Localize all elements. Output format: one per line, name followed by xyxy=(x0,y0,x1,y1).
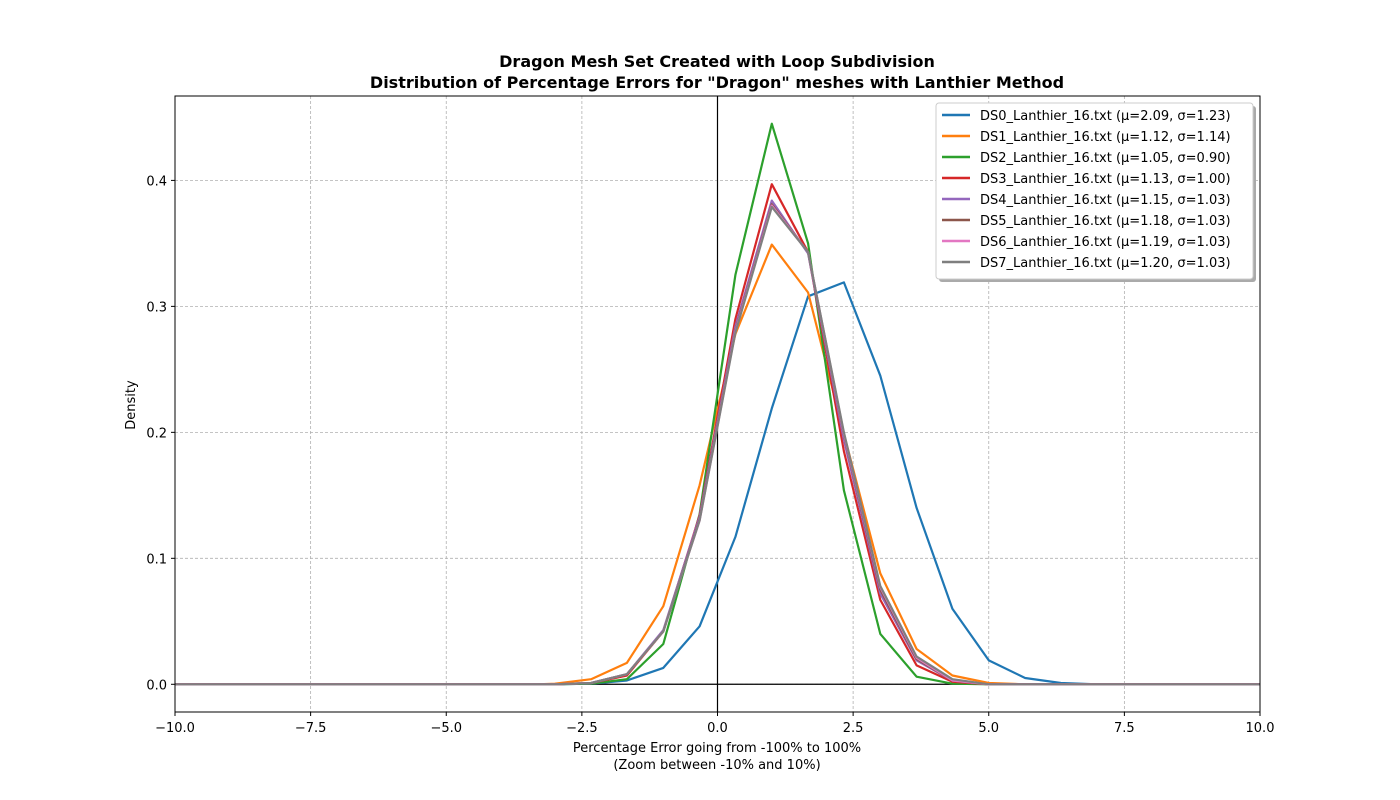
x-tick-label: −2.5 xyxy=(566,721,598,736)
legend-label: DS6_Lanthier_16.txt (μ=1.19, σ=1.03) xyxy=(980,235,1231,250)
legend-label: DS5_Lanthier_16.txt (μ=1.18, σ=1.03) xyxy=(980,214,1231,229)
y-tick-label: 0.3 xyxy=(146,300,167,315)
y-axis-label: Density xyxy=(124,380,139,430)
x-axis-ticks: −10.0 −7.5 −5.0 −2.5 0.0 2.5 5.0 7.5 10.0 xyxy=(155,712,1274,736)
x-tick-label: 0.0 xyxy=(707,721,728,736)
series-line xyxy=(175,205,1260,686)
y-tick-label: 0.2 xyxy=(146,426,167,441)
legend-label: DS7_Lanthier_16.txt (μ=1.20, σ=1.03) xyxy=(980,256,1231,271)
y-tick-label: 0.1 xyxy=(146,552,167,567)
x-tick-label: −10.0 xyxy=(155,721,195,736)
x-tick-label: 2.5 xyxy=(843,721,864,736)
x-axis-label-line2: (Zoom between -10% and 10%) xyxy=(613,758,820,773)
x-tick-label: 7.5 xyxy=(1114,721,1135,736)
x-tick-label: −7.5 xyxy=(295,721,327,736)
legend-label: DS0_Lanthier_16.txt (μ=2.09, σ=1.23) xyxy=(980,109,1231,124)
x-tick-label: 10.0 xyxy=(1246,721,1275,736)
legend-label: DS4_Lanthier_16.txt (μ=1.15, σ=1.03) xyxy=(980,193,1231,208)
series-lines xyxy=(175,122,1260,686)
y-tick-label: 0.4 xyxy=(146,174,167,189)
chart-subtitle: Distribution of Percentage Errors for "D… xyxy=(370,73,1064,92)
legend-box xyxy=(935,102,1254,280)
legend-label: DS3_Lanthier_16.txt (μ=1.13, σ=1.00) xyxy=(980,172,1231,187)
legend-label: DS2_Lanthier_16.txt (μ=1.05, σ=0.90) xyxy=(980,151,1231,166)
chart-title: Dragon Mesh Set Created with Loop Subdiv… xyxy=(499,52,935,71)
x-tick-label: 5.0 xyxy=(978,721,999,736)
x-axis-label: Percentage Error going from -100% to 100… xyxy=(573,741,861,756)
x-tick-label: −5.0 xyxy=(430,721,462,736)
legend-label: DS1_Lanthier_16.txt (μ=1.12, σ=1.14) xyxy=(980,130,1231,145)
y-tick-label: 0.0 xyxy=(146,678,167,693)
y-axis-ticks: 0.0 0.1 0.2 0.3 0.4 xyxy=(146,174,175,693)
legend: DS0_Lanthier_16.txt (μ=2.09, σ=1.23) DS1_… xyxy=(935,102,1256,282)
